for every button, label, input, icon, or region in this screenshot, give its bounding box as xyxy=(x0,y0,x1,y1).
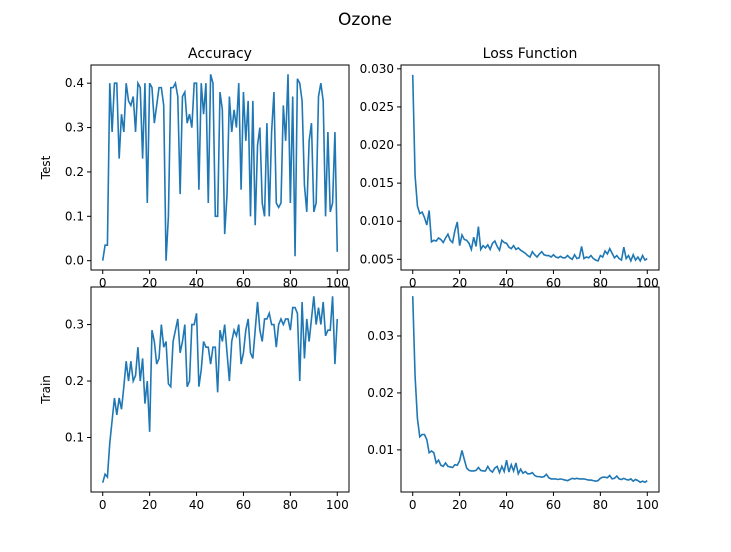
y-tick-label: 0.1 xyxy=(65,431,84,445)
y-tick-label: 0.1 xyxy=(65,209,84,223)
y-axis-label: Test xyxy=(39,155,53,180)
x-tick-label: 80 xyxy=(283,276,298,290)
y-tick-label: 0.2 xyxy=(65,165,84,179)
data-line xyxy=(411,74,648,263)
y-tick-label: 0.2 xyxy=(65,374,84,388)
x-tick-label: 0 xyxy=(99,498,107,512)
y-tick-label: 0.010 xyxy=(360,214,394,228)
y-tick-label: 0.015 xyxy=(360,176,394,190)
x-tick-label: 20 xyxy=(452,276,467,290)
axes-title: Loss Function xyxy=(483,46,578,62)
y-tick-label: 0.005 xyxy=(360,252,394,266)
x-tick-label: 80 xyxy=(593,276,608,290)
y-tick-label: 0.02 xyxy=(367,386,394,400)
x-tick-label: 80 xyxy=(593,498,608,512)
data-line xyxy=(411,296,648,484)
y-tick-label: 0.3 xyxy=(65,318,84,332)
y-axis-label: Train xyxy=(39,375,53,405)
y-tick-label: 0.0 xyxy=(65,254,84,268)
axes-frame xyxy=(90,286,350,493)
y-tick-label: 0.01 xyxy=(367,443,394,457)
figure-title: Ozone xyxy=(338,10,392,30)
axes-frame xyxy=(400,64,660,271)
x-tick-label: 100 xyxy=(326,276,349,290)
data-line xyxy=(101,296,339,483)
x-tick-label: 80 xyxy=(283,498,298,512)
x-tick-label: 60 xyxy=(546,276,561,290)
axes-frame xyxy=(400,286,660,493)
axes-frame xyxy=(90,64,350,271)
x-tick-label: 60 xyxy=(546,498,561,512)
x-tick-label: 0 xyxy=(409,498,417,512)
x-tick-label: 20 xyxy=(142,276,157,290)
y-tick-label: 0.030 xyxy=(360,62,394,76)
x-tick-label: 100 xyxy=(636,498,659,512)
x-tick-label: 60 xyxy=(236,276,251,290)
y-tick-label: 0.020 xyxy=(360,138,394,152)
y-tick-label: 0.025 xyxy=(360,100,394,114)
x-tick-label: 20 xyxy=(452,498,467,512)
x-tick-label: 60 xyxy=(236,498,251,512)
x-tick-label: 100 xyxy=(326,498,349,512)
x-tick-label: 40 xyxy=(189,498,204,512)
axes-title: Accuracy xyxy=(188,46,252,62)
y-tick-label: 0.4 xyxy=(65,76,84,90)
x-tick-label: 20 xyxy=(142,498,157,512)
x-tick-label: 100 xyxy=(636,276,659,290)
x-tick-label: 0 xyxy=(409,276,417,290)
x-tick-label: 40 xyxy=(499,498,514,512)
x-tick-label: 40 xyxy=(189,276,204,290)
x-tick-label: 40 xyxy=(499,276,514,290)
y-tick-label: 0.03 xyxy=(367,329,394,343)
y-tick-label: 0.3 xyxy=(65,121,84,135)
data-line xyxy=(101,74,339,261)
x-tick-label: 0 xyxy=(99,276,107,290)
